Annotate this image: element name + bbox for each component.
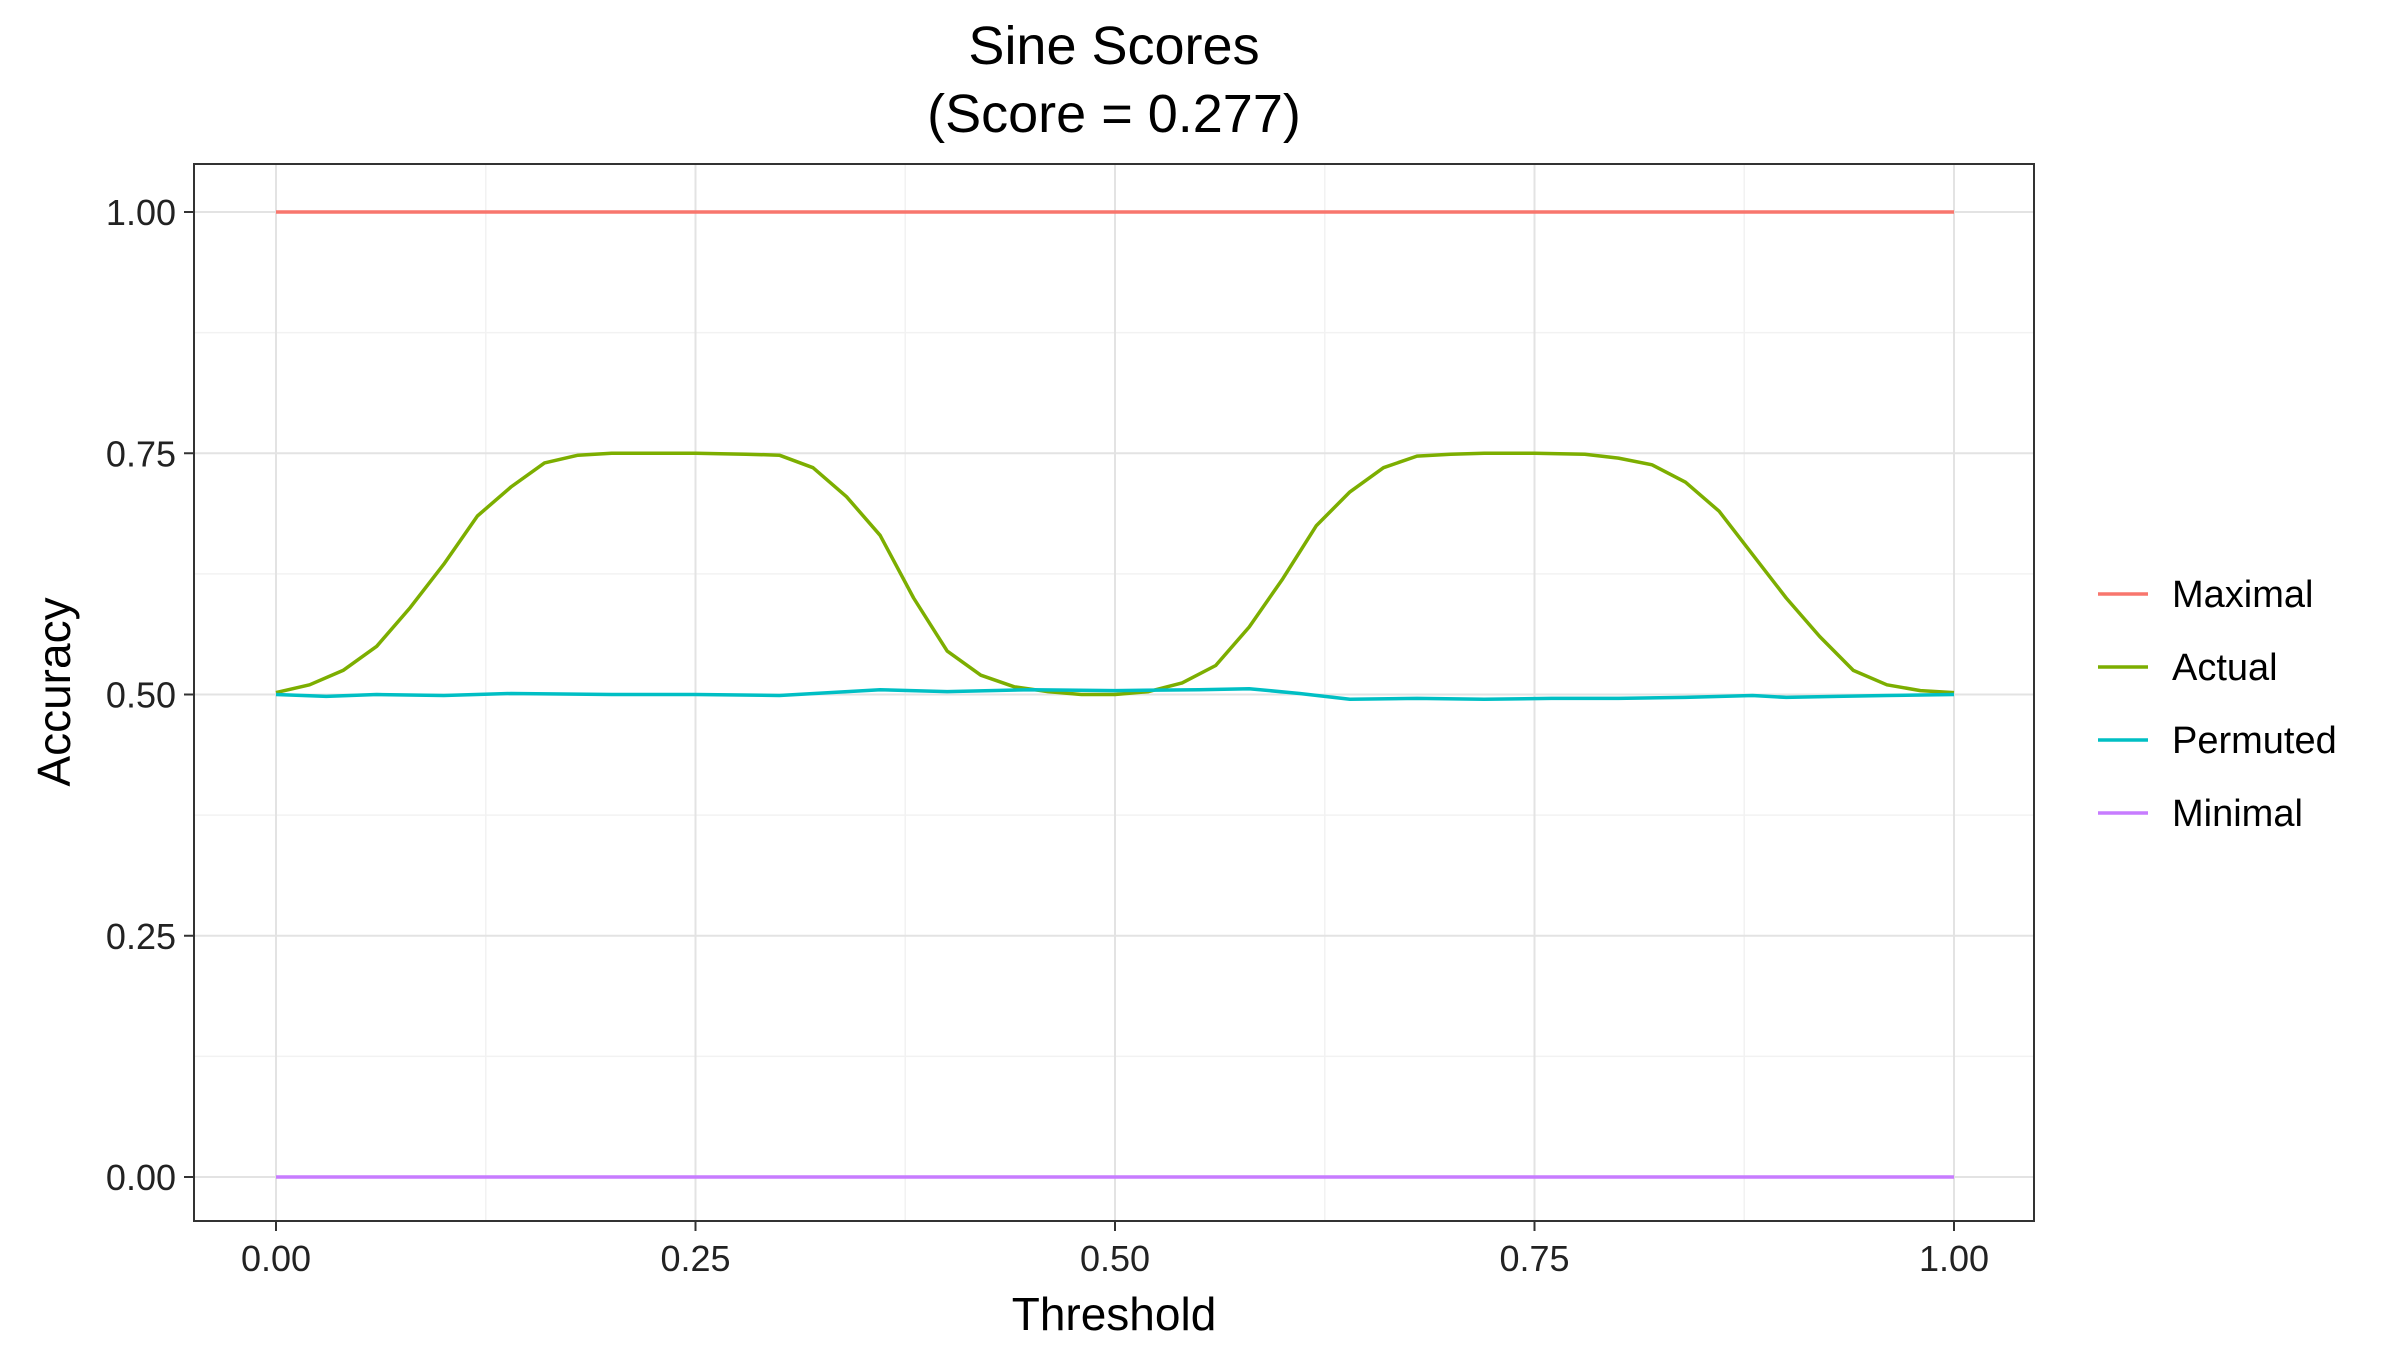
x-tick-label: 1.00 bbox=[1919, 1238, 1989, 1279]
y-tick-label: 0.75 bbox=[106, 433, 176, 474]
y-tick-label: 0.25 bbox=[106, 916, 176, 957]
x-tick-label: 0.25 bbox=[660, 1238, 730, 1279]
legend-label-permuted: Permuted bbox=[2172, 720, 2337, 762]
legend: Maximal Actual Permuted Minimal bbox=[2098, 574, 2337, 835]
x-tick-label: 0.50 bbox=[1080, 1238, 1150, 1279]
x-axis-label: Threshold bbox=[1012, 1288, 1217, 1340]
x-tick-label: 0.75 bbox=[1499, 1238, 1569, 1279]
series-line-permuted bbox=[275, 686, 1955, 702]
legend-label-actual: Actual bbox=[2172, 647, 2278, 689]
series-line-actual bbox=[275, 451, 1955, 697]
y-tick-label: 1.00 bbox=[106, 192, 176, 233]
y-tick-label: 0.00 bbox=[106, 1157, 176, 1198]
y-tick-label: 0.50 bbox=[106, 675, 176, 716]
chart-title-line1: Sine Scores bbox=[968, 16, 1259, 76]
legend-label-minimal: Minimal bbox=[2172, 793, 2303, 835]
plot-area: 0.00 0.25 0.50 0.75 1.00 0.00 0.25 0.50 0.75 1.00 bbox=[106, 163, 2035, 1279]
x-tick-label: 0.00 bbox=[241, 1238, 311, 1279]
chart-title-line2: (Score = 0.277) bbox=[927, 84, 1301, 144]
y-axis-label: Accuracy bbox=[28, 597, 80, 786]
legend-label-maximal: Maximal bbox=[2172, 574, 2313, 616]
